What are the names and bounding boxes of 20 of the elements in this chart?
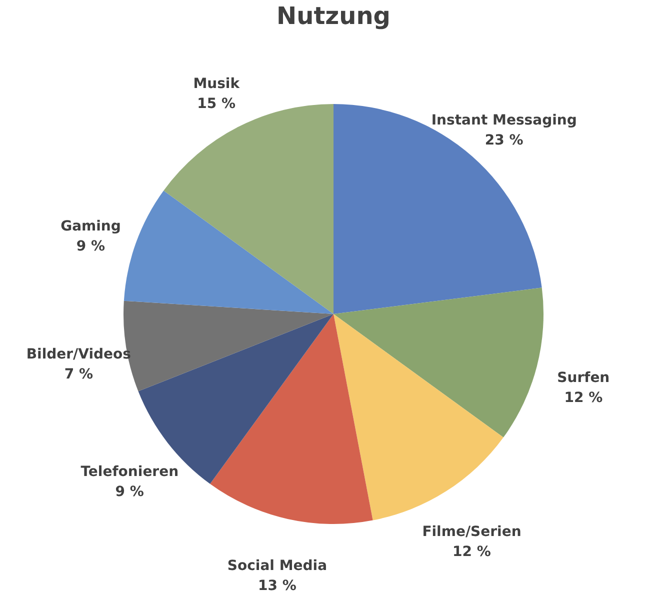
pie-slice — [334, 288, 544, 438]
data-label: 12 % — [564, 390, 603, 406]
data-label: 9 % — [115, 484, 144, 500]
chart-title: Nutzung — [276, 2, 390, 30]
data-label: 23 % — [484, 132, 524, 148]
slice-label: Musik — [193, 76, 240, 92]
slice-label: Surfen — [557, 370, 610, 386]
slice-label: Instant Messaging — [431, 112, 577, 128]
slice-label: Social Media — [227, 558, 328, 574]
data-label: 9 % — [76, 238, 106, 255]
slice-label: Telefonieren — [80, 464, 179, 480]
pie-slice — [334, 314, 504, 520]
data-label: 12 % — [452, 544, 491, 560]
pie-slice — [210, 314, 373, 524]
data-label: 13 % — [258, 578, 296, 594]
pie-slice — [124, 190, 334, 314]
slice-label: Gaming — [60, 218, 121, 235]
slice-label: Filme/Serien — [422, 524, 522, 540]
data-label: 7 % — [64, 366, 94, 382]
data-label: 15 % — [197, 96, 236, 112]
